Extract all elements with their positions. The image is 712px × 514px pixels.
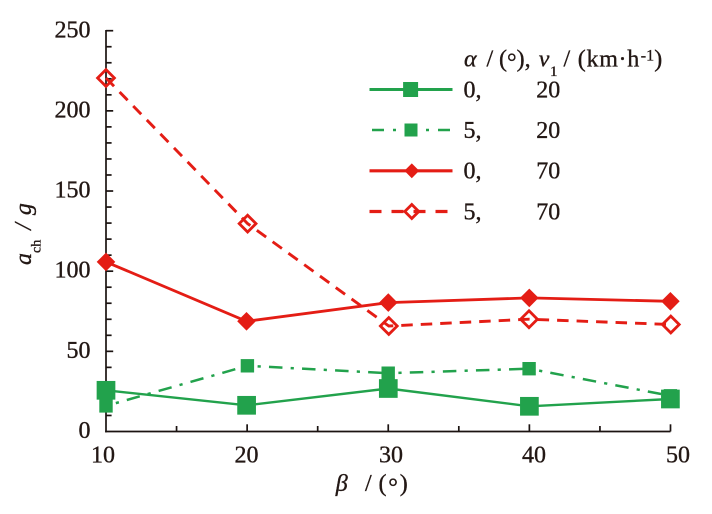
svg-text:/: / [365,471,372,497]
svg-text:30: 30 [379,443,403,469]
svg-text:200: 200 [55,97,91,123]
svg-text:70: 70 [536,199,560,225]
svg-text:): ) [654,46,662,72]
svg-text:α: α [464,46,477,72]
svg-text:10: 10 [91,443,115,469]
svg-text:(°): (°) [379,471,410,501]
svg-text:150: 150 [55,178,91,204]
svg-text:0: 0 [79,418,91,444]
svg-text:20: 20 [235,443,259,469]
svg-text:50: 50 [666,443,690,469]
svg-text:(°),: (°), [499,46,531,76]
svg-text:5,: 5, [464,199,482,225]
svg-text:40: 40 [522,443,546,469]
svg-text:70: 70 [536,159,560,185]
svg-text:0,: 0, [464,77,482,103]
svg-text:0,: 0, [464,159,482,185]
svg-text:/: / [564,46,571,72]
svg-text:v: v [539,46,550,72]
svg-text:20: 20 [536,118,560,144]
svg-text:1: 1 [550,64,558,80]
svg-text:250: 250 [55,17,91,43]
svg-text:-1: -1 [641,48,654,65]
svg-text:(km·h: (km·h [578,46,640,72]
svg-text:100: 100 [55,258,91,284]
svg-text:5,: 5, [464,118,482,144]
svg-text:ach / g: ach / g [11,203,45,265]
svg-text:β: β [335,471,348,497]
svg-text:20: 20 [536,77,560,103]
svg-text:/: / [487,46,494,72]
svg-text:50: 50 [67,338,91,364]
